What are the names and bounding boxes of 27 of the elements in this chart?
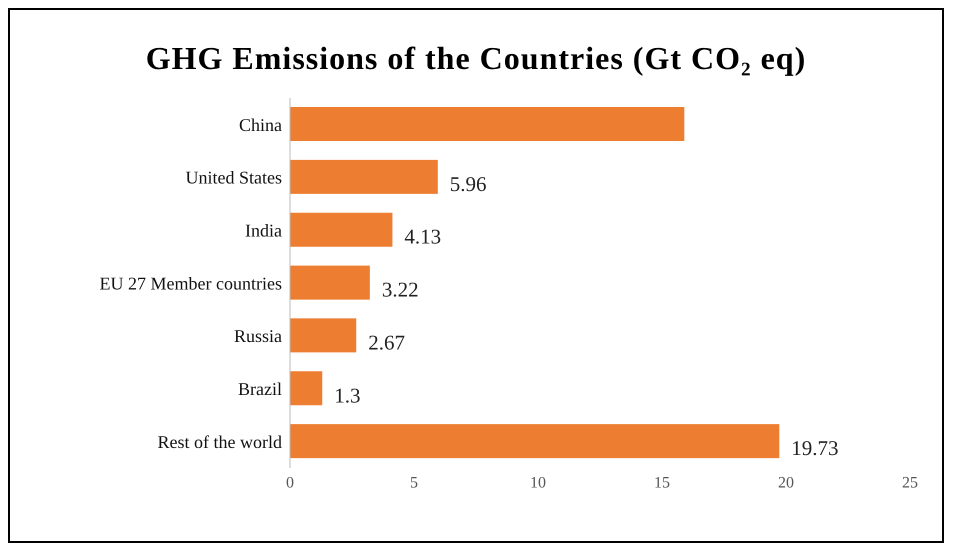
y-tick-label: China [239,114,282,135]
y-tick-label: United States [186,168,282,188]
chart-title: GHG Emissions of the Countries (Gt CO₂ eq) [144,39,808,78]
y-tick-label: India [245,220,282,241]
x-tick-label: 5 [410,474,418,492]
data-label: 2.67 [368,330,405,354]
x-tick-label: 0 [286,474,294,492]
bar [290,318,356,352]
data-label: 4.13 [404,224,442,249]
bar [290,212,392,247]
x-tick-label: 15 [654,474,670,492]
y-tick-label: EU 27 Member countries [100,273,282,294]
data-label: 19.73 [791,436,839,460]
x-tick-label: 10 [530,474,546,492]
y-tick-label: Russia [234,326,282,346]
data-label: 5.96 [450,172,487,196]
x-tick-label: 20 [778,474,794,492]
x-tick-label: 25 [902,474,918,492]
y-tick-label: Rest of the world [158,432,282,452]
data-label: 1.3 [334,383,360,408]
bar [290,160,438,194]
bar [290,424,780,458]
bar [290,371,322,406]
bar [290,107,684,141]
data-label: 3.22 [382,278,419,302]
bar [290,266,370,300]
y-tick-label: Brazil [238,379,282,400]
